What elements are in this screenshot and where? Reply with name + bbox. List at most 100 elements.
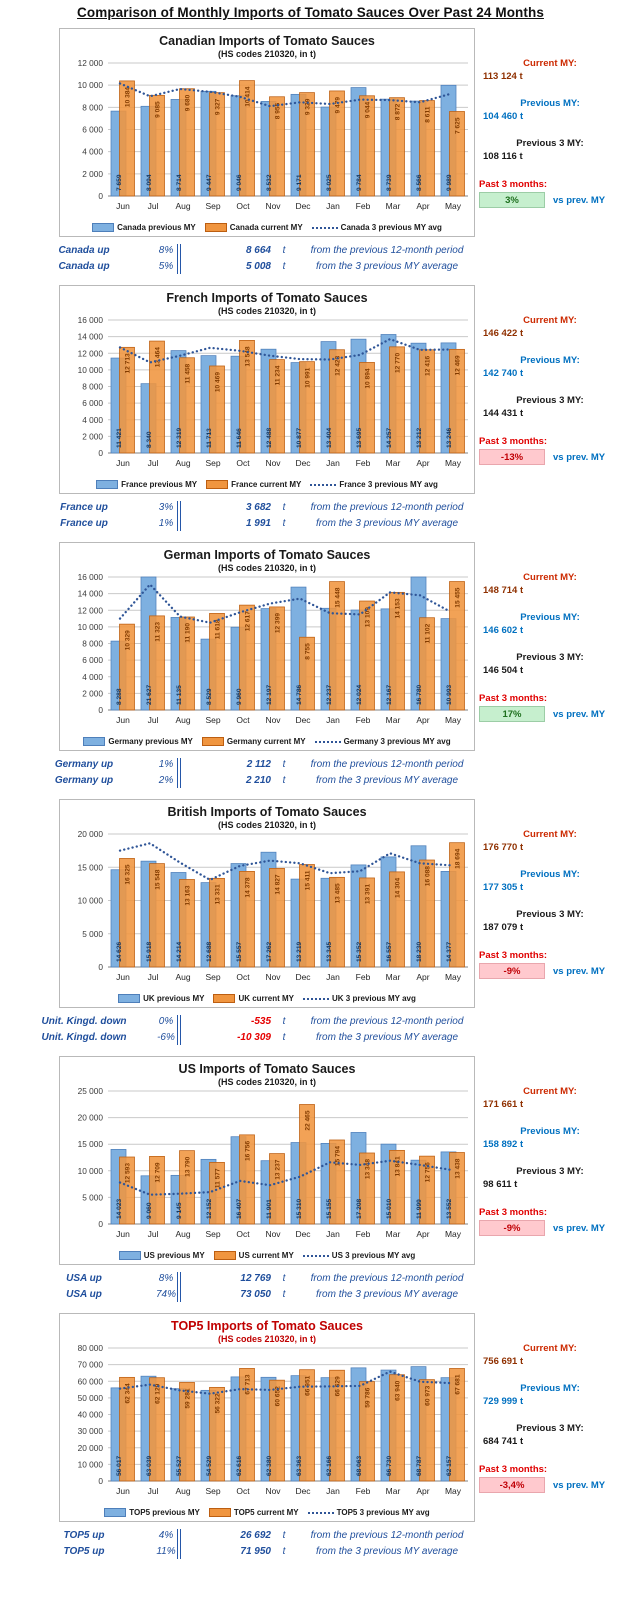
x-axis-month-label: Mar: [386, 972, 401, 982]
bar-value-label-curr: 11 190: [184, 623, 191, 643]
y-axis-tick-label: 16 000: [78, 573, 104, 582]
legend-item-current: US current MY: [213, 1251, 294, 1260]
chart-svg-germany: 0 2 000 4 000 6 000 8 000 10 000 12 000 14 000 1…: [78, 572, 468, 725]
chart-legend: Germany previous MY Germany current MY Ger…: [60, 737, 474, 746]
chart-title: German Imports of Tomato Sauces: [163, 548, 371, 562]
y-axis-tick-label: 14 000: [78, 332, 104, 342]
summary-percent: 5%: [158, 261, 174, 272]
bar-curr-Sep: [209, 1162, 225, 1225]
bar-value-label-prev: 12 319: [176, 427, 183, 448]
x-axis-month-label: Aug: [175, 1229, 190, 1239]
summary-separator: [177, 1015, 181, 1045]
bar-value-label-prev: 21 627: [146, 684, 153, 705]
chart-block-top5: TOP5 Imports of Tomato Sauces (HS codes 2…: [0, 1313, 621, 1560]
bar-curr-Mar: [389, 1149, 405, 1225]
summary-tonnage: 5 008: [245, 261, 271, 272]
summary-country-direction: Unit. Kingd. down: [41, 1016, 127, 1027]
summary-country-direction: Canada up: [58, 261, 110, 272]
bar-curr-Jan: [329, 1369, 345, 1482]
stat-previous-label: Previous MY:: [520, 869, 580, 880]
y-axis-tick-label: 10 000: [78, 365, 104, 375]
bar-curr-Oct: [239, 604, 255, 711]
y-axis-tick-label: 12 000: [78, 348, 104, 358]
chart-legend: France previous MY France current MY Franc…: [60, 480, 474, 489]
summary-us: USA up 8% 12 769 t from the previous 12-mont…: [25, 1271, 477, 1303]
bar-value-label-curr: 13 391: [364, 884, 371, 905]
summary-percent: -6%: [157, 1032, 175, 1043]
chart-svg-uk: 0 5 000 10 000 15 000 20 000 14 626 16 325 Jun 1…: [78, 829, 468, 982]
y-axis-tick-label: 20 000: [78, 1113, 104, 1123]
chart-legend: TOP5 previous MY TOP5 current MY TOP5 3 pr…: [60, 1508, 474, 1517]
bar-curr-Aug: [179, 1150, 195, 1225]
bar-curr-Nov: [269, 96, 285, 197]
legend-swatch-prev-icon: [83, 737, 106, 746]
avg-line-uk: [118, 842, 452, 882]
summary-tonnage: 73 050: [240, 1289, 271, 1300]
bar-value-label-prev: 62 166: [326, 1455, 333, 1476]
bar-value-label-curr: 15 794: [334, 1146, 341, 1167]
legend-dotted-line-icon: [310, 483, 337, 486]
chart-block-france: French Imports of Tomato Sauces (HS codes…: [0, 285, 621, 532]
bar-value-label-prev: 13 404: [326, 427, 333, 448]
bar-value-label-prev: 13 246: [446, 427, 453, 448]
bar-value-label-curr: 67 713: [244, 1374, 251, 1395]
summary-country-direction: Germany up: [54, 775, 114, 786]
bar-value-label-prev: 15 557: [236, 941, 243, 962]
y-axis-tick-label: 20 000: [78, 830, 104, 839]
y-axis-tick-label: 14 000: [78, 589, 104, 599]
bar-value-label-prev: 17 262: [266, 941, 273, 962]
y-axis-tick-label: 0: [98, 962, 103, 972]
stat-current-label: Current MY:: [523, 1343, 577, 1354]
bar-curr-Nov: [269, 1379, 285, 1482]
bar-value-label-curr: 12 399: [274, 613, 281, 634]
stat-prev3-label: Previous 3 MY:: [516, 652, 584, 663]
chart-legend: US previous MY US current MY US 3 previous…: [60, 1251, 474, 1260]
side-stats-us: Current MY: 171 661 t Previous MY: 158 892 …: [479, 1056, 621, 1251]
bar-curr-Nov: [269, 868, 285, 968]
side-stats-uk: Current MY: 176 770 t Previous MY: 177 305 …: [479, 799, 621, 994]
x-axis-month-label: Sep: [205, 715, 220, 725]
bar-curr-Apr: [419, 1155, 435, 1225]
legend-swatch-curr-icon: [201, 737, 224, 746]
stat-previous-value: 146 602 t: [483, 625, 524, 636]
bar-value-label-curr: 14 153: [394, 598, 401, 619]
legend-swatch-curr-icon: [213, 1251, 236, 1260]
bar-value-label-prev: 9 960: [236, 688, 243, 705]
bar-value-label-prev: 14 214: [176, 941, 183, 962]
stat-previous-label: Previous MY:: [520, 612, 580, 623]
vs-prev-my-label: vs prev. MY: [553, 1222, 606, 1234]
stat-previous-3-my: Previous 3 MY: 144 431 t: [479, 395, 621, 420]
bar-curr-Jun: [119, 346, 135, 454]
summary-unit: t: [282, 1273, 286, 1284]
bar-curr-Mar: [389, 871, 405, 968]
summary-percent: 2%: [158, 775, 174, 786]
x-axis-month-label: Sep: [205, 458, 220, 468]
x-axis-month-label: Dec: [295, 201, 311, 211]
stat-prev3-label: Previous 3 MY:: [516, 909, 584, 920]
stat-previous-3-my: Previous 3 MY: 98 611 t: [479, 1166, 621, 1191]
summary-unit: t: [282, 759, 286, 770]
bar-value-label-prev: 15 352: [356, 941, 363, 962]
bar-value-label-curr: 13 548: [244, 346, 251, 367]
bar-value-label-curr: 18 694: [454, 848, 461, 869]
side-stats-france: Current MY: 146 422 t Previous MY: 142 740 …: [479, 285, 621, 480]
y-axis-tick-label: 12 000: [78, 605, 104, 615]
summary-row: France up 3% 3 682 t from the previous 12-mo…: [25, 500, 477, 516]
bar-value-label-curr: 10 329: [124, 630, 131, 651]
bar-value-label-prev: 8 739: [386, 174, 393, 191]
stat-previous-label: Previous MY:: [520, 1126, 580, 1137]
stat-previous-3-my: Previous 3 MY: 146 504 t: [479, 652, 621, 677]
summary-description: from the 3 previous MY average: [315, 775, 459, 786]
bar-value-label-curr: 12 756: [424, 1162, 431, 1183]
stat-previous-value: 158 892 t: [483, 1139, 524, 1150]
stat-prev3-value: 98 611 t: [483, 1179, 518, 1190]
bar-curr-Nov: [269, 1153, 285, 1225]
summary-unit: t: [282, 1530, 286, 1541]
x-axis-month-label: Nov: [265, 972, 281, 982]
legend-dotted-line-icon: [303, 997, 329, 1000]
summary-unit: t: [282, 1032, 286, 1043]
summary-country-direction: France up: [60, 502, 108, 513]
summary-percent: 3%: [158, 502, 174, 513]
y-axis-tick-label: 4 000: [82, 415, 103, 425]
stat-previous-my: Previous MY: 158 892 t: [479, 1126, 621, 1151]
